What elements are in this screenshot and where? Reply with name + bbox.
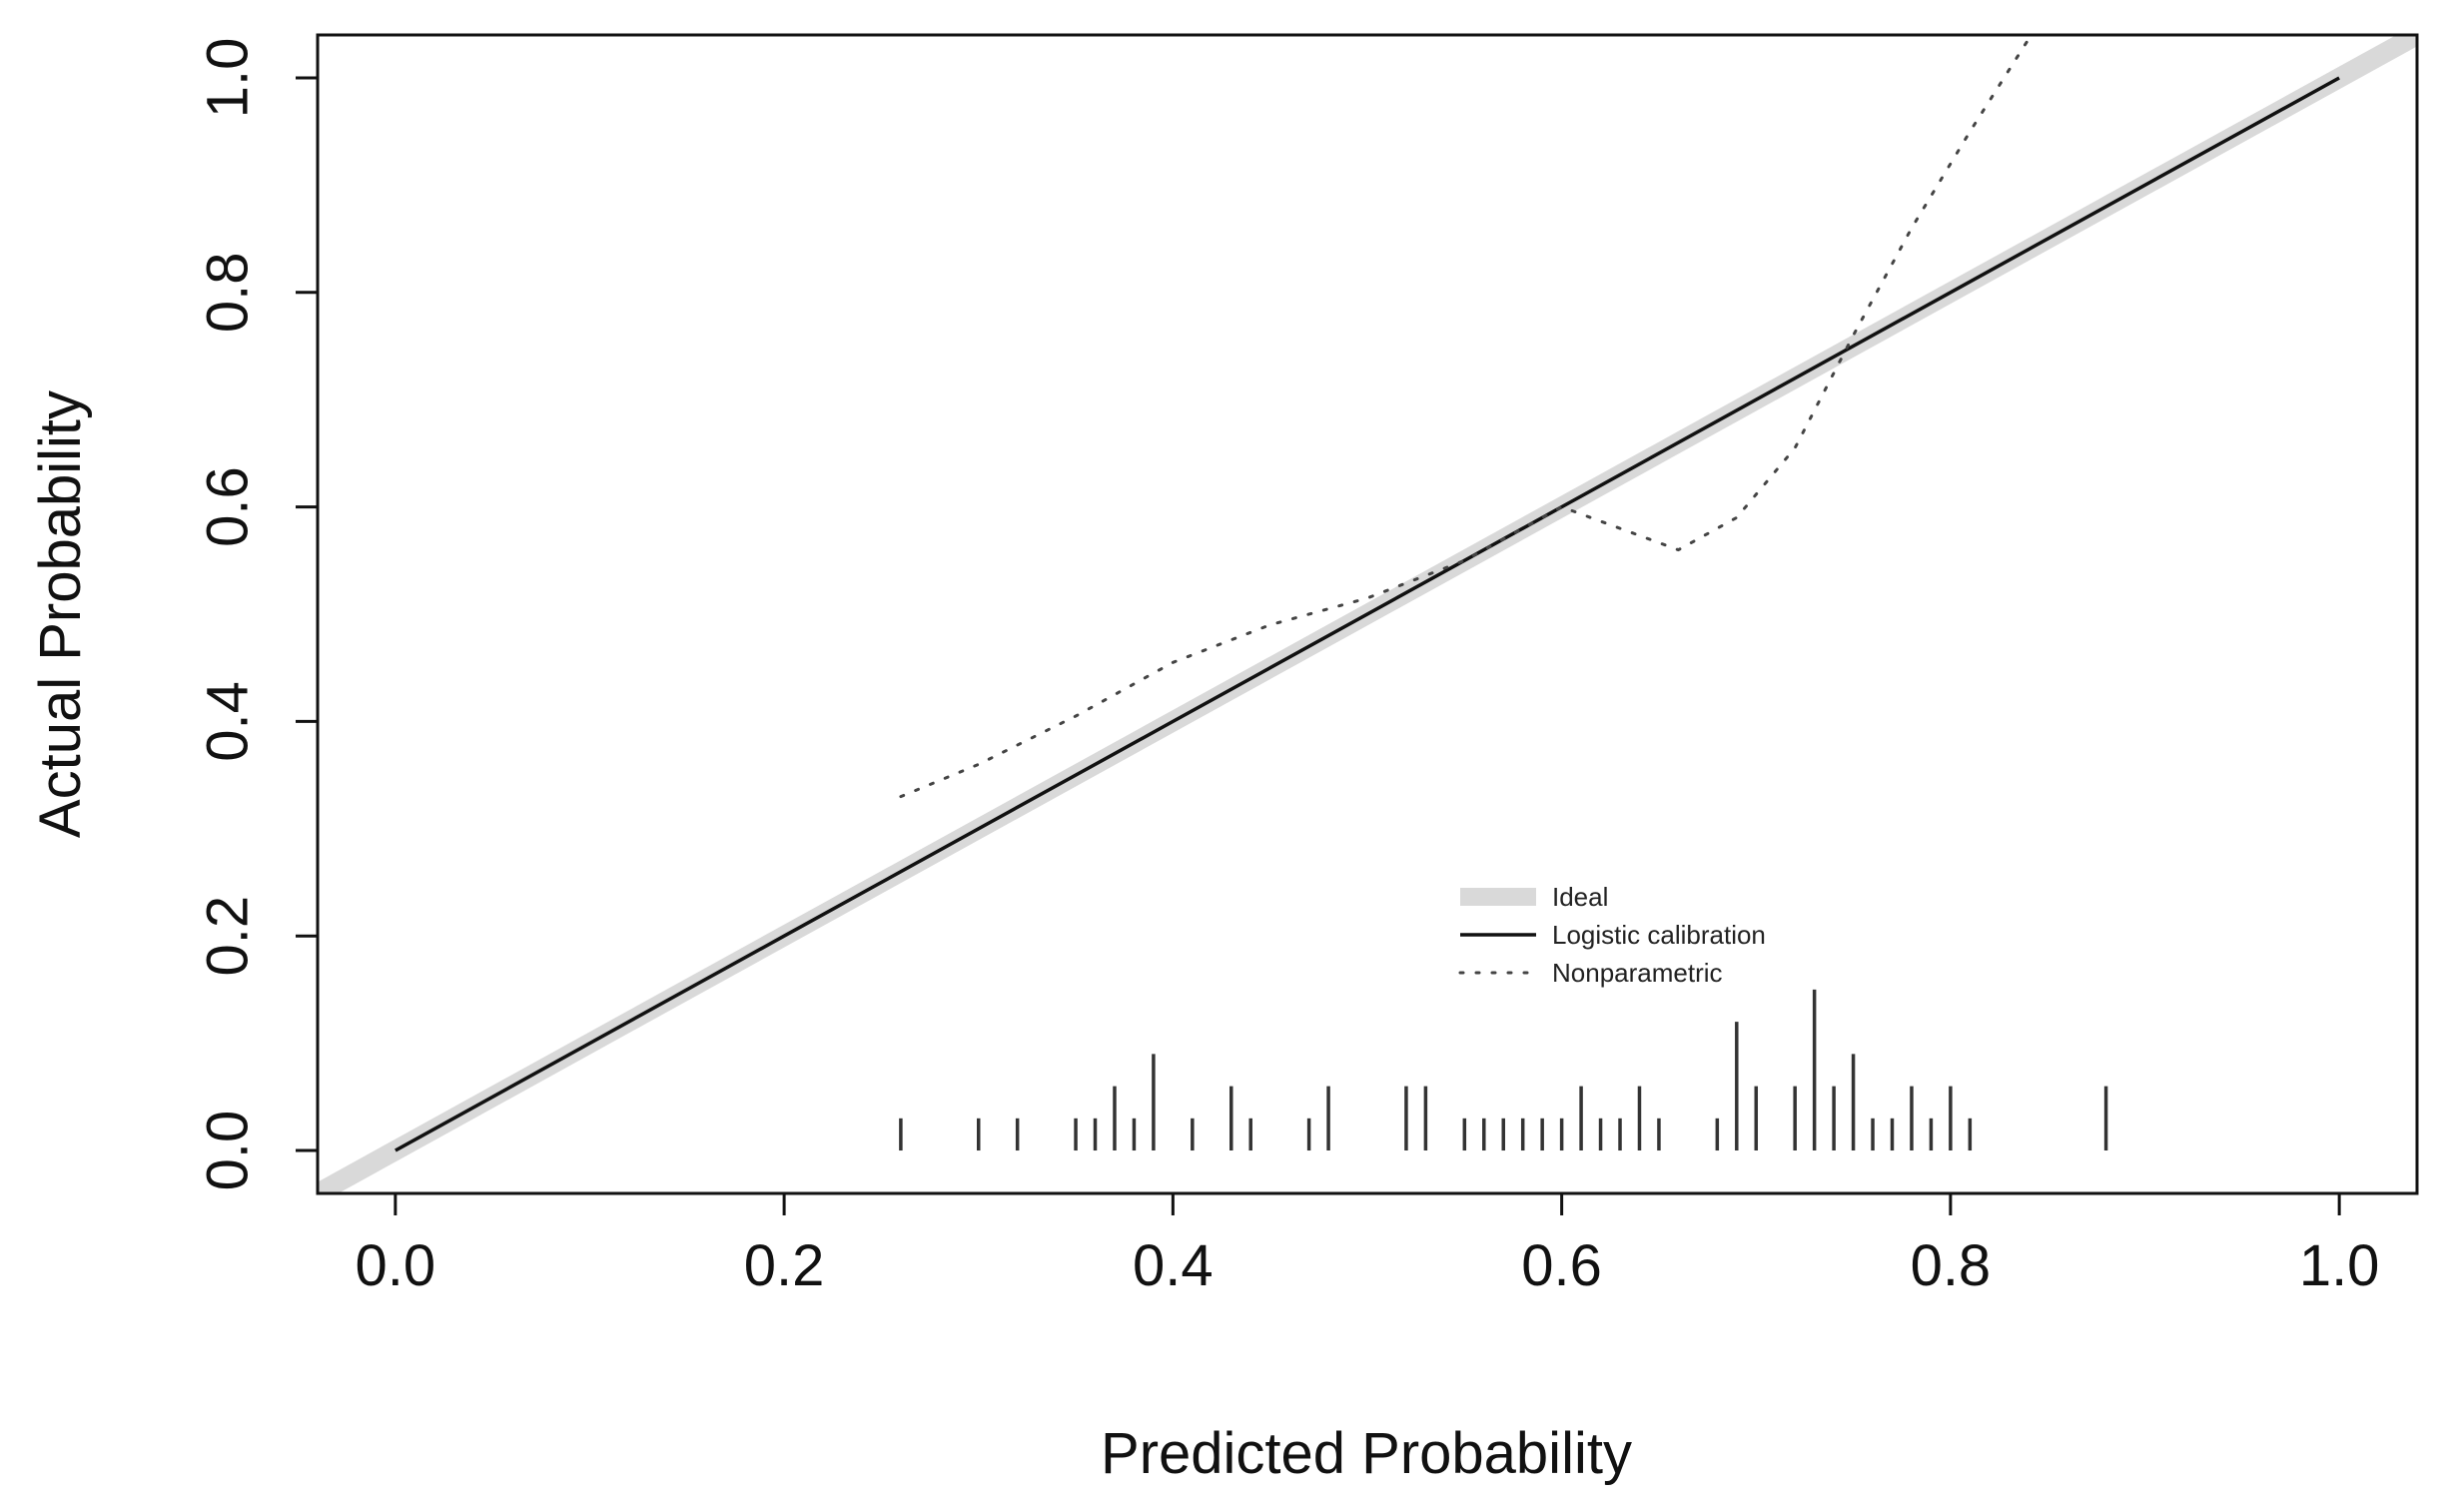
legend-label: Nonparametric <box>1552 958 1723 988</box>
plot-area <box>318 35 2417 1193</box>
x-tick-label: 0.4 <box>1133 1233 1214 1298</box>
series-line-1 <box>395 76 2340 1152</box>
legend-label: Ideal <box>1552 882 1608 912</box>
x-tick-label: 0.8 <box>1911 1233 1992 1298</box>
y-tick-label: 0.4 <box>196 681 261 762</box>
y-tick-label: 0.2 <box>196 896 261 977</box>
legend-label: Logistic calibration <box>1552 920 1766 950</box>
x-tick-label: 0.2 <box>744 1233 825 1298</box>
y-tick-label: 0.8 <box>196 252 261 333</box>
series-line-2 <box>899 35 2034 799</box>
y-tick-label: 0.6 <box>196 466 261 547</box>
legend: Ideal Logistic calibration Nonparametric <box>1458 882 1766 988</box>
y-axis-title: Actual Probability <box>28 390 93 838</box>
y-axis: 0.0 0.2 0.4 0.6 0.8 1.0 <box>196 38 320 1191</box>
x-axis-title: Predicted Probability <box>1101 1421 1632 1486</box>
y-tick-label: 0.0 <box>196 1111 261 1191</box>
y-tick-label: 1.0 <box>196 38 261 119</box>
x-tick-label: 0.0 <box>356 1233 436 1298</box>
x-axis: 0.0 0.2 0.4 0.6 0.8 1.0 <box>356 1191 2380 1298</box>
x-tick-label: 0.6 <box>1521 1233 1602 1298</box>
x-tick-label: 1.0 <box>2299 1233 2380 1298</box>
